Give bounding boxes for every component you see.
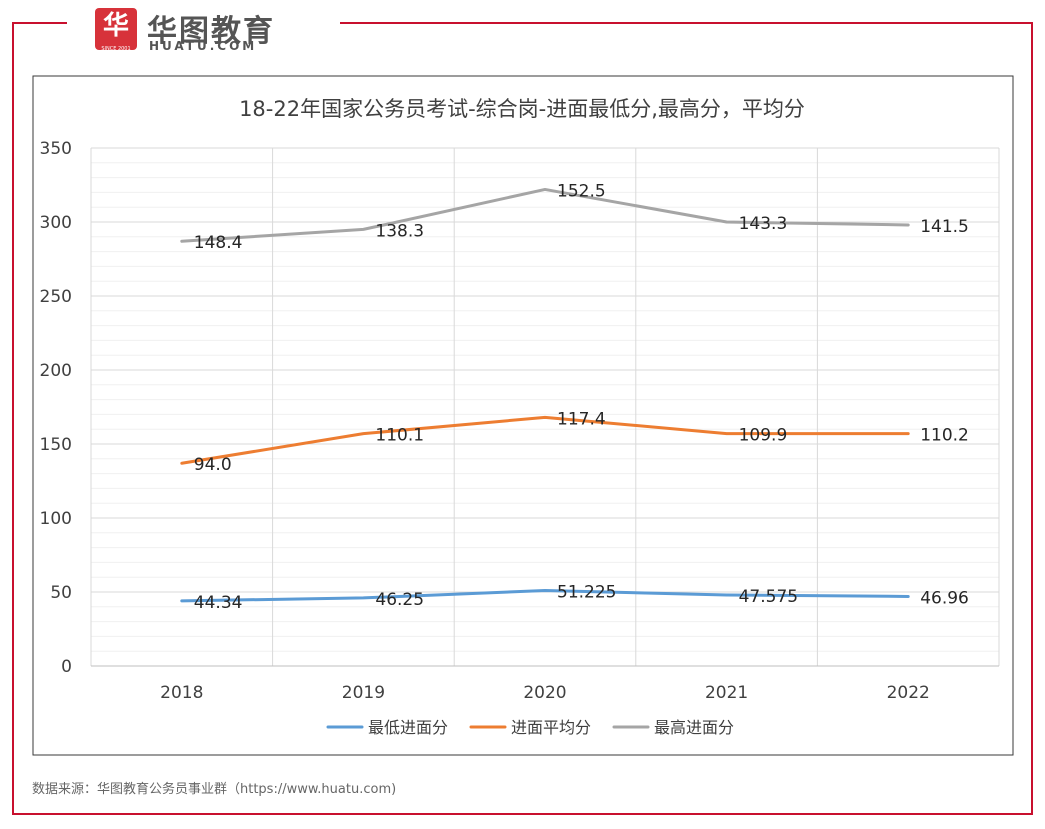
- data-label: 46.25: [375, 590, 424, 610]
- frame-right: [1031, 22, 1033, 815]
- legend-label: 进面平均分: [511, 718, 591, 737]
- data-label: 109.9: [739, 426, 788, 446]
- brand-name-en: HUATU.COM: [149, 39, 258, 53]
- data-label: 44.34: [194, 593, 243, 613]
- y-tick-label: 350: [40, 139, 72, 159]
- chart-border: [32, 75, 1014, 756]
- data-label: 51.225: [557, 583, 616, 603]
- data-label: 148.4: [194, 233, 243, 253]
- frame-left: [12, 22, 14, 815]
- legend-label: 最低进面分: [368, 718, 448, 737]
- x-tick-label: 2018: [160, 683, 203, 703]
- data-label: 141.5: [920, 217, 969, 237]
- data-label: 47.575: [739, 587, 798, 607]
- y-tick-label: 250: [40, 287, 72, 307]
- data-label: 46.96: [920, 588, 969, 608]
- data-label: 94.0: [194, 455, 232, 475]
- y-tick-label: 200: [40, 361, 72, 381]
- y-tick-label: 100: [40, 509, 72, 529]
- x-tick-label: 2021: [705, 683, 748, 703]
- frame-top-left: [12, 22, 67, 24]
- logo-char: 华: [102, 11, 129, 41]
- data-label: 138.3: [375, 221, 424, 241]
- brand-name-cn: 华图教育: [147, 14, 275, 49]
- chart-title: 18-22年国家公务员考试-综合岗-进面最低分,最高分，平均分: [239, 97, 805, 121]
- data-label: 110.1: [375, 426, 424, 446]
- series-line-1: [180, 589, 910, 603]
- series-line-2: [180, 415, 910, 465]
- x-tick-label: 2022: [887, 683, 930, 703]
- data-source-note: 数据来源：华图教育公务员事业群（https://www.huatu.com): [32, 782, 397, 797]
- legend-label: 最高进面分: [654, 718, 734, 737]
- frame-bottom: [12, 813, 1033, 815]
- data-label: 143.3: [739, 214, 788, 234]
- series-line-3: [180, 187, 910, 243]
- huatu-logo-icon: 华: [95, 8, 137, 50]
- y-tick-label: 300: [40, 213, 72, 233]
- frame-top-right: [340, 22, 1033, 24]
- data-label: 117.4: [557, 409, 606, 429]
- y-tick-label: 0: [61, 657, 72, 677]
- data-label: 152.5: [557, 181, 606, 201]
- y-tick-label: 50: [50, 583, 72, 603]
- data-label: 110.2: [920, 426, 969, 446]
- y-tick-label: 150: [40, 435, 72, 455]
- logo-since: SINCE 2001: [101, 46, 131, 52]
- x-tick-label: 2019: [342, 683, 385, 703]
- x-tick-label: 2020: [523, 683, 566, 703]
